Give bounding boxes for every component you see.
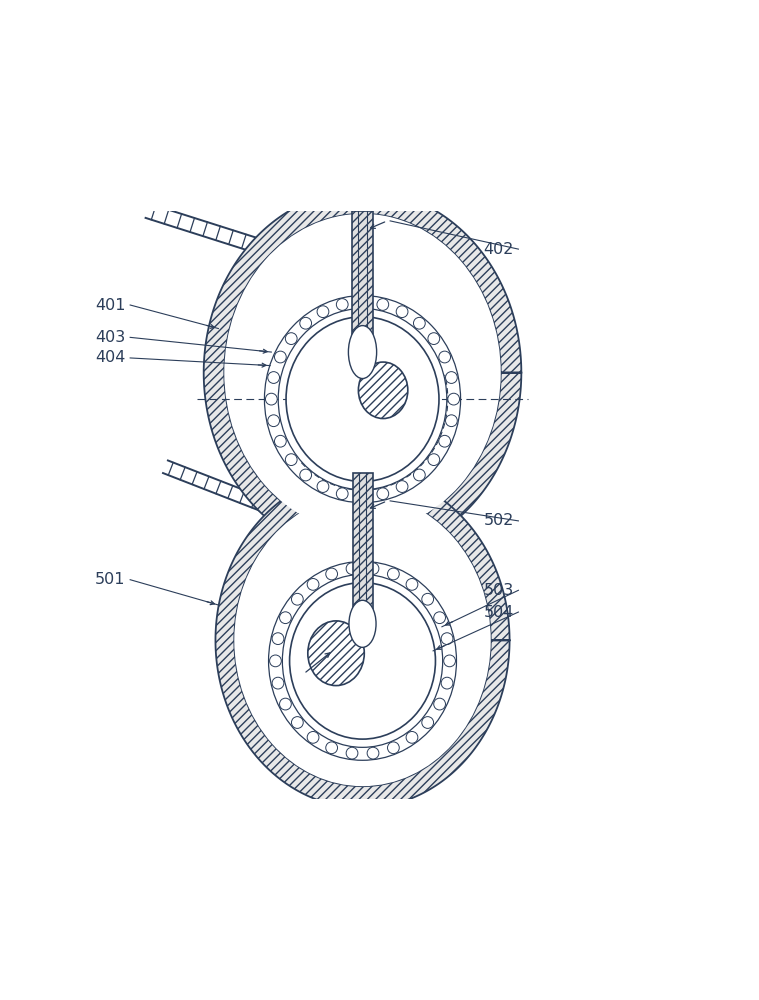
Ellipse shape [414,469,425,481]
Ellipse shape [428,454,439,466]
Ellipse shape [308,621,364,686]
Ellipse shape [388,742,399,754]
Ellipse shape [433,612,446,624]
Text: 402: 402 [483,242,514,257]
Ellipse shape [441,677,453,689]
Ellipse shape [266,393,277,405]
Ellipse shape [326,568,338,580]
Ellipse shape [357,296,368,308]
Ellipse shape [377,299,389,310]
Ellipse shape [439,351,451,363]
Ellipse shape [358,362,408,419]
Text: 401: 401 [95,298,125,313]
Ellipse shape [414,317,425,329]
Ellipse shape [275,435,286,447]
Ellipse shape [428,333,439,344]
Ellipse shape [441,633,453,645]
Ellipse shape [291,717,304,728]
Ellipse shape [285,454,297,466]
Ellipse shape [291,593,304,605]
Ellipse shape [348,326,376,379]
Ellipse shape [317,306,329,318]
Text: 404: 404 [95,350,125,365]
Ellipse shape [422,593,433,605]
Ellipse shape [275,351,286,363]
Ellipse shape [357,490,368,502]
Text: 403: 403 [95,330,125,345]
Ellipse shape [336,488,348,500]
Ellipse shape [346,563,358,574]
Ellipse shape [326,742,338,754]
Ellipse shape [225,214,501,531]
Ellipse shape [346,747,358,759]
Ellipse shape [367,563,379,574]
Ellipse shape [279,612,291,624]
Ellipse shape [446,372,457,383]
Text: 502: 502 [483,513,514,528]
Text: 503: 503 [483,583,514,598]
Ellipse shape [388,568,399,580]
Text: 501: 501 [95,572,125,587]
Ellipse shape [367,747,379,759]
Ellipse shape [268,415,279,427]
Ellipse shape [235,494,491,786]
Ellipse shape [300,469,311,481]
Ellipse shape [317,481,329,492]
Ellipse shape [349,600,376,647]
Ellipse shape [307,579,319,590]
Ellipse shape [279,698,291,710]
Ellipse shape [406,579,418,590]
Ellipse shape [444,655,455,667]
Ellipse shape [446,415,457,427]
Ellipse shape [286,317,439,481]
Ellipse shape [377,488,389,500]
Ellipse shape [396,306,408,318]
Ellipse shape [406,731,418,743]
Ellipse shape [268,372,279,383]
Ellipse shape [336,299,348,310]
Ellipse shape [269,655,282,667]
Ellipse shape [272,677,284,689]
Ellipse shape [307,731,319,743]
Ellipse shape [285,333,297,344]
Polygon shape [352,473,373,631]
Ellipse shape [300,317,311,329]
Text: 504: 504 [483,605,514,620]
Ellipse shape [290,583,436,739]
Ellipse shape [448,393,460,405]
Ellipse shape [396,481,408,492]
Ellipse shape [272,633,284,645]
Ellipse shape [439,435,451,447]
Polygon shape [216,473,509,808]
Ellipse shape [422,717,433,728]
Ellipse shape [433,698,446,710]
Polygon shape [352,211,373,364]
Polygon shape [203,190,521,555]
